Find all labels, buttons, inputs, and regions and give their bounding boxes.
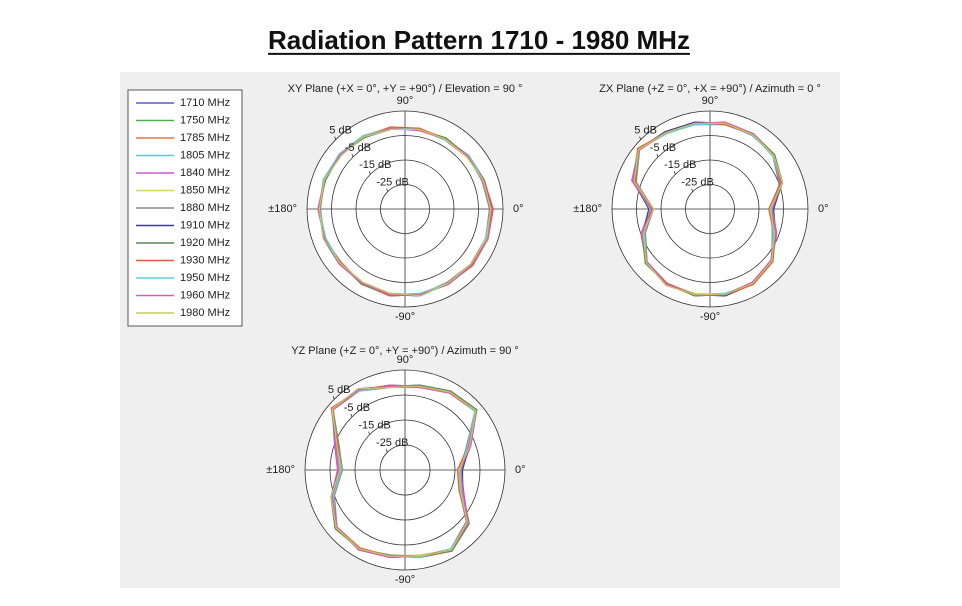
r-tick-label: -25 dB [681,177,713,189]
legend-label: 1950 MHz [180,272,230,284]
ring-leader [691,188,694,192]
legend-label: 1910 MHz [180,219,230,231]
legend-label: 1805 MHz [180,149,230,161]
ring-leader [350,413,353,418]
theta-tick-label: ±180° [573,203,602,215]
ring-leader [368,171,371,175]
theta-tick-label: ±180° [266,464,295,476]
theta-tick-label: 90° [702,95,719,107]
theta-tick-label: -90° [700,311,720,323]
theta-tick-label: ±180° [268,203,297,215]
r-tick-label: -5 dB [650,142,676,154]
page-title: Radiation Pattern 1710 - 1980 MHz [268,25,690,55]
chart-title: YZ Plane (+Z = 0°, +Y = +90°) / Azimuth … [291,345,519,357]
pattern-line [318,128,492,297]
pattern-line [330,385,477,557]
ring-leader [332,396,335,400]
r-tick-label: -5 dB [344,402,370,414]
ring-leader [385,449,388,453]
r-tick-label: -25 dB [376,437,408,449]
legend-label: 1710 MHz [180,97,230,109]
pattern-line [632,121,783,296]
theta-tick-label: 90° [397,95,414,107]
r-tick-label: -5 dB [345,142,371,154]
legend-label: 1785 MHz [180,132,230,144]
legend-label: 1960 MHz [180,289,230,301]
ring-leader [639,136,642,140]
r-tick-label: -15 dB [359,159,391,171]
r-tick-label: 5 dB [329,125,352,137]
legend-label: 1850 MHz [180,184,230,196]
theta-tick-label: 90° [397,354,414,366]
theta-tick-label: 0° [513,203,524,215]
legend-label: 1880 MHz [180,202,230,214]
ring-leader [673,171,676,175]
theta-tick-label: -90° [395,574,415,586]
chart-title: XY Plane (+X = 0°, +Y = +90°) / Elevatio… [288,83,523,95]
theta-tick-label: 0° [515,464,526,476]
r-tick-label: 5 dB [328,384,351,396]
r-tick-label: -15 dB [664,159,696,171]
legend-label: 1920 MHz [180,237,230,249]
ring-leader [334,136,337,140]
pattern-line [633,122,784,296]
ring-leader [386,188,389,192]
ring-leader [656,153,659,158]
ring-leader [368,431,371,435]
legend-label: 1840 MHz [180,167,230,179]
r-tick-label: 5 dB [634,125,657,137]
legend-label: 1980 MHz [180,307,230,319]
legend-label: 1930 MHz [180,254,230,266]
r-tick-label: -25 dB [376,177,408,189]
legend-label: 1750 MHz [180,114,230,126]
theta-tick-label: 0° [818,203,829,215]
r-tick-label: -15 dB [358,419,390,431]
chart-title: ZX Plane (+Z = 0°, +X = +90°) / Azimuth … [599,83,821,95]
ring-leader [351,153,354,158]
theta-tick-label: -90° [395,311,415,323]
